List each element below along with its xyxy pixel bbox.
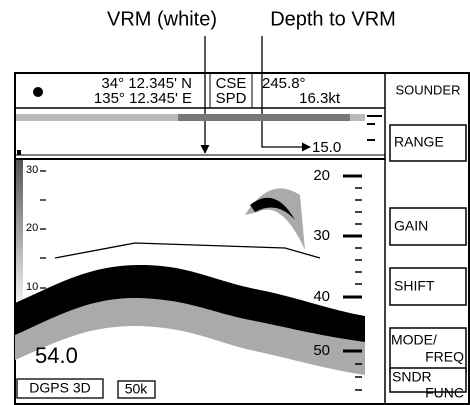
- menu-label: GAIN: [394, 218, 428, 234]
- menu-label: SNDR: [392, 369, 432, 385]
- sounder-figure: VRM (white) Depth to VRM 34° 12.345' N 1…: [0, 0, 470, 405]
- status: DGPS 3D: [29, 380, 90, 396]
- vrm-line: [55, 243, 320, 258]
- depth: 54.0: [35, 343, 78, 368]
- color-scale: [16, 160, 23, 300]
- range-label: 20: [313, 167, 330, 184]
- menu-label: RANGE: [394, 134, 444, 150]
- menu-label: MODE/: [391, 332, 437, 348]
- status: 50k: [125, 381, 149, 397]
- callout: Depth to VRM: [270, 8, 396, 30]
- mode: SOUNDER: [395, 82, 460, 97]
- menu-label: FREQ: [425, 349, 464, 365]
- menu-label: SHIFT: [394, 278, 435, 294]
- range-label: 30: [313, 227, 330, 244]
- marker: [17, 150, 21, 155]
- label: SPD: [216, 90, 247, 107]
- dot: [33, 87, 43, 97]
- callout: VRM (white): [107, 8, 217, 30]
- speed: 16.3kt: [299, 90, 341, 107]
- scale-label: 30: [26, 164, 38, 176]
- scale-label: 20: [26, 222, 38, 234]
- scale-label: 10: [26, 281, 38, 293]
- longitude: 135° 12.345' E: [94, 90, 192, 107]
- range-label: 40: [313, 288, 330, 305]
- range-label: 50: [313, 342, 330, 359]
- zoom-bar: [178, 114, 350, 121]
- fish-echo: [245, 188, 305, 250]
- vrm-depth: 15.0: [312, 139, 341, 156]
- menu-label: FUNC: [425, 385, 464, 401]
